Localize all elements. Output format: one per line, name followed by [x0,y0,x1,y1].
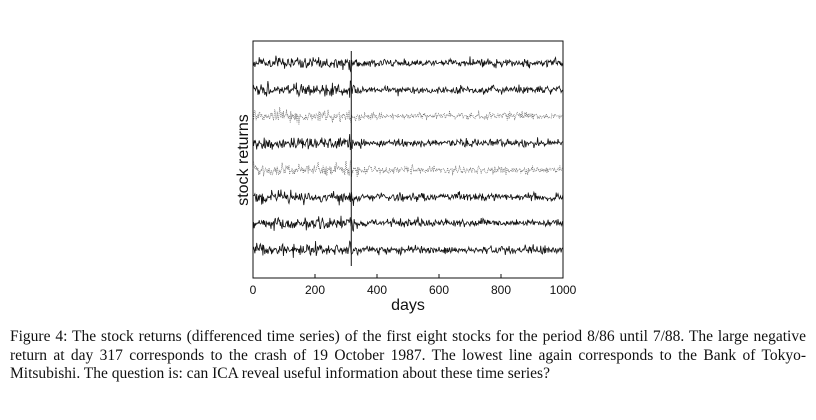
x-tick-label: 1000 [550,283,577,297]
plot-frame [252,40,564,279]
x-tick-label: 200 [305,283,325,297]
x-tick-label: 0 [250,283,257,297]
series-line-8 [252,240,564,258]
series-line-6 [252,189,564,207]
y-axis-label: stock returns [235,114,252,206]
x-tick-label: 600 [429,283,449,297]
x-tick-label: 800 [491,283,511,297]
series-line-3 [252,106,564,125]
figure-caption: Figure 4: The stock returns (differenced… [10,328,806,382]
x-ticks: 0 200 400 600 800 1000 [250,274,577,297]
series-line-1 [252,55,563,74]
stock-returns-chart: 0 200 400 600 800 1000 days stock returns [235,40,577,314]
series-group [252,51,564,266]
series-line-5 [252,160,564,178]
stock-returns-figure: 0 200 400 600 800 1000 days stock returns [235,40,577,314]
series-line-4 [252,133,564,151]
series-line-2 [252,80,564,98]
series-line-7 [252,215,564,233]
x-tick-label: 400 [367,283,387,297]
x-axis-label: days [391,297,425,314]
